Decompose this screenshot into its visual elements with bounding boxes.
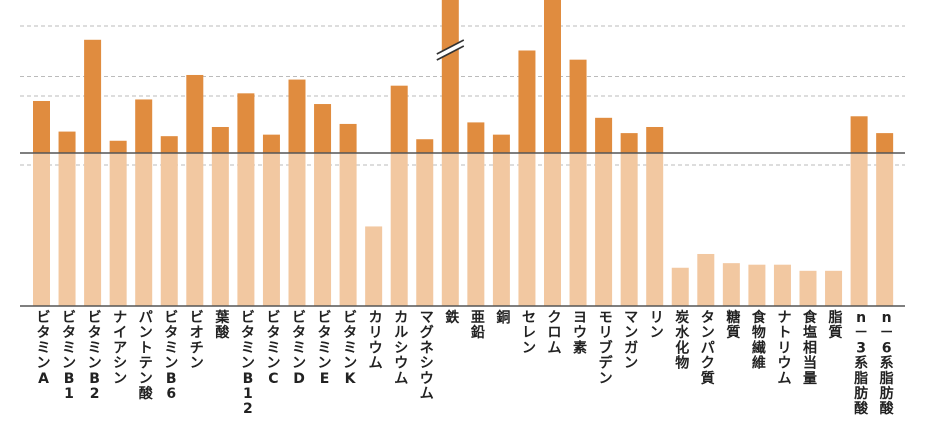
bar-lower-0	[33, 153, 50, 306]
bar-upper-1	[58, 131, 76, 153]
tick-label-29: ナトリウム	[777, 310, 791, 387]
bar-upper-11	[314, 104, 332, 153]
tick-label-26: タンパク質	[701, 310, 715, 387]
bar-lower-24	[646, 153, 664, 306]
tick-label-8: ビタミン B 1 2	[241, 310, 255, 417]
bar-upper-33	[876, 133, 894, 153]
bar-upper-4	[135, 99, 153, 153]
bar-31	[825, 270, 843, 306]
tick-label-22: モリブデン	[599, 310, 614, 387]
tick-label-1: ビタミン B 1	[62, 310, 76, 402]
bar-28	[748, 264, 766, 306]
bar-upper-22	[595, 117, 613, 153]
bar-upper-15	[416, 139, 434, 153]
bar-lower-10	[288, 153, 306, 306]
tick-label-33: n － 6 系脂肪酸	[879, 310, 895, 417]
tick-label-31: 脂質	[828, 309, 843, 341]
bar-upper-12	[339, 123, 357, 153]
bar-upper-3	[109, 140, 127, 153]
axis-break-mark-2	[436, 45, 465, 61]
bar-upper-8	[237, 93, 255, 153]
tick-label-4: パントテン酸	[139, 310, 154, 402]
bar-lower-6	[186, 153, 204, 306]
bar-upper-21	[569, 59, 587, 153]
bar-lower-4	[135, 153, 153, 306]
bar-lower-23	[620, 153, 638, 306]
tick-label-24: リン	[650, 310, 664, 341]
bar-lower-5	[160, 153, 178, 306]
bar-upper-5	[160, 136, 178, 153]
bar-lower-11	[314, 153, 332, 306]
tick-label-10: ビタミン D	[292, 310, 306, 387]
tick-label-19: セレン	[522, 310, 536, 356]
bar-upper-17	[467, 122, 485, 153]
bar-lower-1	[58, 153, 76, 306]
tick-label-11: ビタミン E	[318, 310, 332, 387]
bar-upper-32	[850, 116, 868, 153]
bar-upper-19	[518, 50, 536, 153]
bar-lower-19	[518, 153, 536, 306]
bar-upper-14	[390, 85, 408, 153]
bar-27	[722, 263, 740, 306]
bar-lower-21	[569, 153, 587, 306]
bar-30	[799, 270, 817, 306]
tick-label-27: 糖質	[726, 309, 740, 341]
tick-label-3: ナイアシン	[113, 310, 127, 387]
bar-lower-22	[595, 153, 613, 306]
bar-lower-12	[339, 153, 357, 306]
tick-label-32: n － 3 系脂肪酸	[853, 310, 869, 417]
tick-label-7: 葉酸	[214, 309, 230, 341]
tick-label-28: 食物繊維	[752, 309, 767, 372]
bar-upper-24	[646, 126, 664, 153]
tick-label-13: カリウム	[369, 310, 383, 372]
bar-lower-15	[416, 153, 434, 306]
bar-lower-8	[237, 153, 255, 306]
axis-break-mark-1	[436, 39, 465, 55]
tick-label-20: クロム	[548, 310, 562, 356]
bar-lower-3	[109, 153, 127, 306]
bar-upper-9	[262, 134, 280, 153]
tick-label-14: カルシウム	[394, 310, 408, 387]
tick-label-0: ビタミン A	[37, 310, 51, 387]
bar-upper-23	[620, 133, 638, 153]
bar-lower-14	[390, 153, 408, 306]
bar-26	[697, 253, 715, 306]
tick-label-12: ビタミン K	[343, 310, 357, 387]
bar-lower-20	[544, 153, 561, 306]
bar-upper-6	[186, 74, 204, 153]
tick-label-15: マグネシウム	[420, 310, 434, 402]
tick-label-17: 亜鉛	[471, 310, 485, 341]
bar-upper-10	[288, 79, 306, 153]
tick-label-18: 銅	[496, 309, 510, 326]
axis-break-gap	[437, 40, 463, 60]
tick-label-2: ビタミン B 2	[88, 310, 102, 402]
bar-lower-32	[850, 153, 868, 306]
bar-13	[365, 226, 383, 306]
bar-25	[671, 267, 689, 306]
tick-label-16: 鉄	[445, 309, 460, 326]
bar-lower-9	[262, 153, 280, 306]
bar-upper-0	[33, 100, 50, 153]
bar-lower-16	[441, 153, 459, 306]
bar-upper-7	[211, 126, 229, 153]
bar-upper-16	[441, 0, 459, 153]
tick-label-21: ヨウ素	[573, 310, 587, 356]
tick-label-9: ビタミン C	[266, 310, 280, 387]
tick-label-25: 炭水化物	[675, 309, 690, 372]
bar-29	[773, 264, 791, 306]
bar-upper-18	[492, 134, 510, 153]
bar-lower-33	[876, 153, 894, 306]
tick-label-5: ビタミン B 6	[164, 310, 178, 402]
bar-lower-2	[84, 153, 102, 306]
tick-label-23: マンガン	[624, 310, 638, 372]
bar-upper-2	[84, 39, 102, 153]
bar-lower-7	[211, 153, 229, 306]
tick-label-30: 食塩相当量	[803, 309, 818, 387]
tick-label-6: ビオチン	[190, 310, 204, 372]
bar-upper-20	[544, 0, 561, 153]
bar-lower-18	[492, 153, 510, 306]
bar-lower-17	[467, 153, 485, 306]
